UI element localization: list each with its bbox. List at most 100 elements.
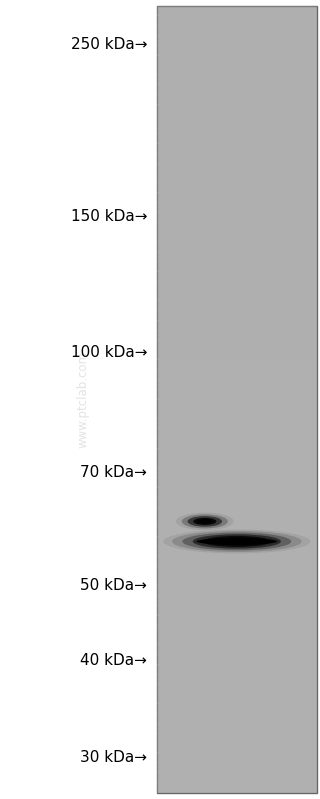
Bar bbox=[157, 143, 317, 153]
Bar bbox=[157, 487, 317, 498]
Bar bbox=[157, 477, 317, 488]
Bar bbox=[157, 340, 317, 350]
Bar bbox=[157, 182, 317, 193]
Bar bbox=[157, 133, 317, 144]
Bar bbox=[157, 595, 317, 606]
Text: 150 kDa→: 150 kDa→ bbox=[71, 209, 147, 224]
Bar bbox=[157, 94, 317, 105]
Bar bbox=[157, 625, 317, 635]
Bar bbox=[157, 605, 317, 616]
Ellipse shape bbox=[182, 533, 291, 551]
Bar bbox=[157, 271, 317, 281]
Ellipse shape bbox=[172, 531, 301, 552]
Bar bbox=[157, 674, 317, 685]
Bar bbox=[157, 379, 317, 390]
Bar bbox=[157, 458, 317, 468]
Bar bbox=[157, 291, 317, 301]
Bar bbox=[157, 762, 317, 773]
Bar bbox=[157, 6, 317, 16]
Bar bbox=[157, 723, 317, 733]
Ellipse shape bbox=[193, 535, 281, 549]
Bar bbox=[157, 6, 317, 793]
Bar bbox=[157, 634, 317, 646]
Bar bbox=[157, 300, 317, 311]
Bar bbox=[157, 360, 317, 370]
Bar bbox=[157, 438, 317, 449]
Bar bbox=[157, 507, 317, 518]
Bar bbox=[157, 654, 317, 665]
Text: 70 kDa→: 70 kDa→ bbox=[80, 465, 147, 480]
Bar bbox=[157, 644, 317, 655]
Ellipse shape bbox=[203, 536, 271, 547]
Bar bbox=[157, 408, 317, 419]
Bar bbox=[157, 782, 317, 793]
Ellipse shape bbox=[196, 538, 277, 545]
Bar bbox=[157, 163, 317, 173]
Bar bbox=[157, 54, 317, 66]
Bar bbox=[157, 35, 317, 46]
Bar bbox=[157, 428, 317, 439]
Bar bbox=[157, 153, 317, 164]
Bar bbox=[157, 330, 317, 340]
Bar bbox=[157, 399, 317, 409]
Bar bbox=[157, 74, 317, 85]
Bar bbox=[157, 772, 317, 783]
Bar bbox=[157, 251, 317, 262]
Bar bbox=[157, 733, 317, 743]
Bar bbox=[157, 212, 317, 223]
Bar bbox=[157, 694, 317, 704]
Bar bbox=[157, 684, 317, 694]
Text: 100 kDa→: 100 kDa→ bbox=[71, 345, 147, 360]
Bar bbox=[157, 556, 317, 566]
Bar bbox=[157, 124, 317, 134]
Bar bbox=[157, 26, 317, 36]
Bar bbox=[157, 369, 317, 380]
Bar bbox=[157, 193, 317, 203]
Bar bbox=[157, 419, 317, 429]
Bar bbox=[157, 447, 317, 459]
Bar bbox=[157, 241, 317, 252]
Bar bbox=[157, 536, 317, 547]
Ellipse shape bbox=[176, 513, 234, 531]
Bar bbox=[157, 703, 317, 714]
Bar bbox=[157, 45, 317, 55]
Ellipse shape bbox=[163, 530, 310, 554]
Text: www.ptclab.com: www.ptclab.com bbox=[77, 351, 90, 448]
Text: 30 kDa→: 30 kDa→ bbox=[80, 749, 147, 765]
Bar bbox=[157, 497, 317, 507]
Bar bbox=[157, 65, 317, 75]
Bar bbox=[157, 261, 317, 272]
Ellipse shape bbox=[212, 538, 261, 546]
Bar bbox=[157, 113, 317, 125]
Ellipse shape bbox=[220, 539, 253, 544]
Bar bbox=[157, 202, 317, 213]
Text: 250 kDa→: 250 kDa→ bbox=[71, 37, 147, 52]
Bar bbox=[157, 517, 317, 527]
Bar bbox=[157, 547, 317, 557]
Bar bbox=[157, 320, 317, 331]
Bar bbox=[157, 664, 317, 674]
Bar bbox=[157, 586, 317, 596]
Bar bbox=[157, 310, 317, 321]
Bar bbox=[157, 280, 317, 292]
Ellipse shape bbox=[188, 516, 222, 527]
Bar bbox=[157, 566, 317, 576]
Bar bbox=[157, 350, 317, 360]
Bar bbox=[157, 173, 317, 183]
Text: 50 kDa→: 50 kDa→ bbox=[80, 578, 147, 593]
Bar bbox=[157, 467, 317, 478]
Bar bbox=[157, 527, 317, 537]
Bar bbox=[157, 222, 317, 233]
Bar bbox=[157, 104, 317, 114]
Bar bbox=[157, 753, 317, 763]
Ellipse shape bbox=[198, 519, 212, 523]
Ellipse shape bbox=[182, 515, 228, 528]
Bar bbox=[157, 15, 317, 26]
Bar bbox=[157, 84, 317, 95]
Bar bbox=[157, 389, 317, 400]
Bar bbox=[157, 714, 317, 724]
Ellipse shape bbox=[193, 518, 216, 525]
Text: 40 kDa→: 40 kDa→ bbox=[80, 653, 147, 668]
Bar bbox=[157, 575, 317, 586]
Bar bbox=[157, 615, 317, 626]
